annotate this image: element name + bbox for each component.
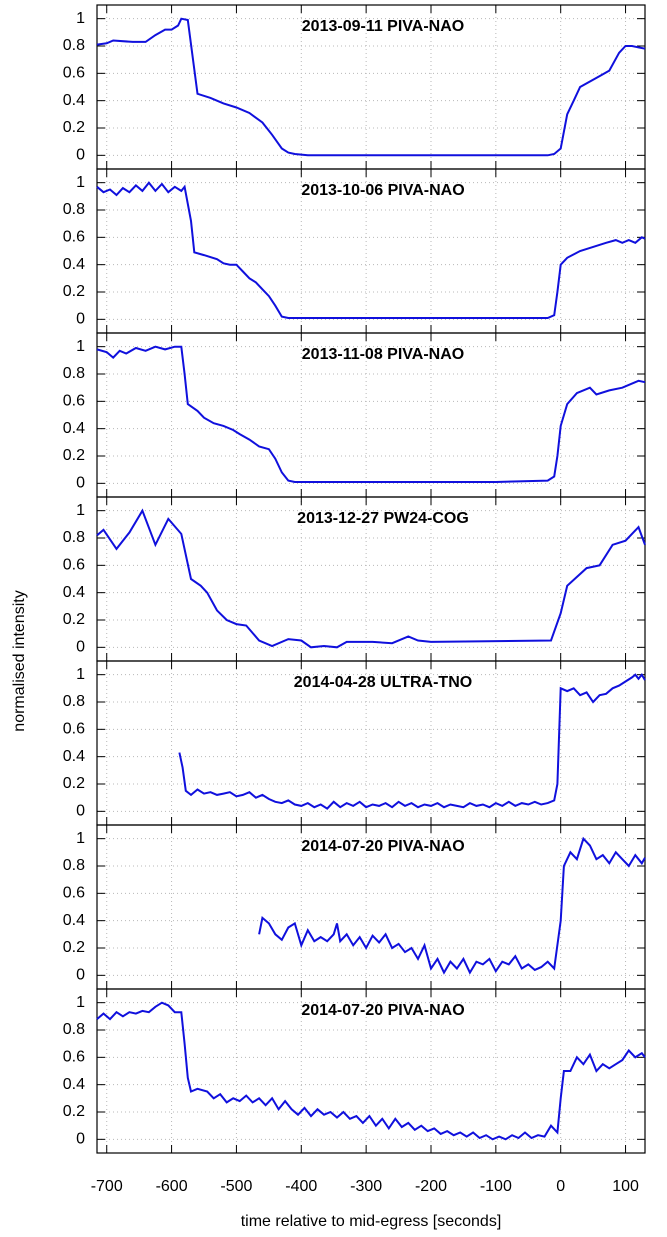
y-tick-label: 1 bbox=[76, 666, 85, 683]
y-tick-label: 1 bbox=[76, 502, 85, 519]
y-tick-label: 0.8 bbox=[63, 693, 85, 710]
y-tick-label: 0.2 bbox=[63, 939, 85, 956]
panel-title: 2013-11-08 PIVA-NAO bbox=[302, 346, 464, 363]
data-line bbox=[96, 17, 646, 157]
x-tick-label: -200 bbox=[415, 1178, 447, 1195]
panel-title: 2014-07-20 PIVA-NAO bbox=[301, 1002, 464, 1019]
y-axis-label: normalised intensity bbox=[11, 590, 28, 731]
data-line bbox=[258, 836, 646, 975]
y-tick-label: 0.2 bbox=[63, 119, 85, 136]
y-tick-label: 1 bbox=[76, 338, 85, 355]
y-tick-label: 0.4 bbox=[63, 912, 85, 929]
x-tick-label: -400 bbox=[285, 1178, 317, 1195]
data-line bbox=[96, 345, 646, 483]
plot-frame bbox=[96, 988, 646, 1154]
y-tick-label: 0.8 bbox=[63, 1021, 85, 1038]
x-tick-label: -500 bbox=[220, 1178, 252, 1195]
y-tick-label: 0.8 bbox=[63, 529, 85, 546]
y-tick-label: 0.2 bbox=[63, 611, 85, 628]
y-tick-label: 0.6 bbox=[63, 229, 85, 246]
y-tick-label: 0.8 bbox=[63, 201, 85, 218]
panel-title: 2013-10-06 PIVA-NAO bbox=[301, 182, 464, 199]
data-line bbox=[96, 181, 646, 319]
y-tick-label: 0.8 bbox=[63, 37, 85, 54]
y-tick-label: 0.2 bbox=[63, 1103, 85, 1120]
y-tick-label: 0.4 bbox=[63, 1076, 85, 1093]
y-tick-label: 0.6 bbox=[63, 557, 85, 574]
panel-title: 2013-09-11 PIVA-NAO bbox=[302, 18, 464, 35]
y-tick-label: 0.2 bbox=[63, 283, 85, 300]
y-tick-label: 0.6 bbox=[63, 393, 85, 410]
y-tick-label: 0 bbox=[76, 1131, 85, 1148]
y-tick-label: 0 bbox=[76, 147, 85, 164]
x-tick-label: -700 bbox=[91, 1178, 123, 1195]
y-tick-label: 1 bbox=[76, 994, 85, 1011]
y-tick-label: 0.2 bbox=[63, 775, 85, 792]
y-tick-label: 0.4 bbox=[63, 748, 85, 765]
y-tick-label: 0.4 bbox=[63, 584, 85, 601]
y-tick-label: 0.4 bbox=[63, 420, 85, 437]
y-tick-label: 0.6 bbox=[63, 1049, 85, 1066]
y-tick-label: 0 bbox=[76, 967, 85, 984]
y-tick-label: 0.2 bbox=[63, 447, 85, 464]
data-line bbox=[96, 508, 646, 649]
y-tick-label: 0.8 bbox=[63, 365, 85, 382]
y-tick-label: 0 bbox=[76, 475, 85, 492]
y-tick-label: 0.4 bbox=[63, 92, 85, 109]
y-tick-label: 0.4 bbox=[63, 256, 85, 273]
y-tick-label: 0 bbox=[76, 311, 85, 328]
x-tick-label: -100 bbox=[480, 1178, 512, 1195]
y-tick-label: 0.6 bbox=[63, 65, 85, 82]
y-tick-label: 0.6 bbox=[63, 885, 85, 902]
panel-title: 2013-12-27 PW24-COG bbox=[297, 510, 469, 527]
x-tick-label: -300 bbox=[350, 1178, 382, 1195]
data-line bbox=[96, 1001, 646, 1141]
y-tick-label: 0.6 bbox=[63, 721, 85, 738]
x-tick-label: 100 bbox=[612, 1178, 639, 1195]
x-axis-label: time relative to mid-egress [seconds] bbox=[241, 1213, 502, 1230]
y-tick-label: 0.8 bbox=[63, 857, 85, 874]
panel-title: 2014-07-20 PIVA-NAO bbox=[301, 838, 464, 855]
x-tick-label: -600 bbox=[156, 1178, 188, 1195]
y-tick-label: 1 bbox=[76, 830, 85, 847]
y-tick-label: 0 bbox=[76, 803, 85, 820]
x-tick-label: 0 bbox=[556, 1178, 565, 1195]
y-tick-label: 1 bbox=[76, 10, 85, 27]
panel-title: 2014-04-28 ULTRA-TNO bbox=[294, 674, 472, 691]
y-tick-label: 1 bbox=[76, 174, 85, 191]
data-line bbox=[178, 672, 646, 810]
y-tick-label: 0 bbox=[76, 639, 85, 656]
